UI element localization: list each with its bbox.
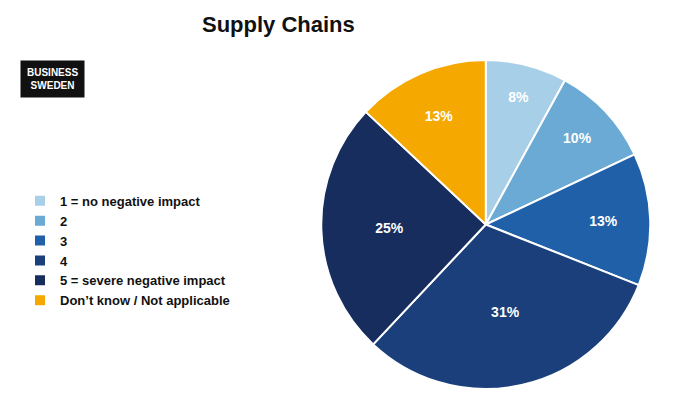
svg-text:Don’t know / Not applicable: Don’t know / Not applicable — [60, 293, 230, 308]
svg-text:13%: 13% — [589, 213, 618, 229]
svg-text:10%: 10% — [563, 130, 592, 146]
svg-text:25%: 25% — [375, 220, 404, 236]
svg-text:1 = no negative impact: 1 = no negative impact — [60, 194, 200, 209]
svg-text:13%: 13% — [425, 108, 454, 124]
svg-text:5 = severe negative impact: 5 = severe negative impact — [60, 273, 226, 288]
svg-text:3: 3 — [60, 234, 67, 249]
svg-text:8%: 8% — [508, 89, 529, 105]
svg-text:Supply Chains: Supply Chains — [202, 12, 355, 37]
svg-text:2: 2 — [60, 214, 67, 229]
svg-text:BUSINESSSWEDEN: BUSINESSSWEDEN — [27, 67, 78, 91]
svg-text:4: 4 — [60, 254, 68, 269]
svg-text:31%: 31% — [491, 304, 520, 320]
